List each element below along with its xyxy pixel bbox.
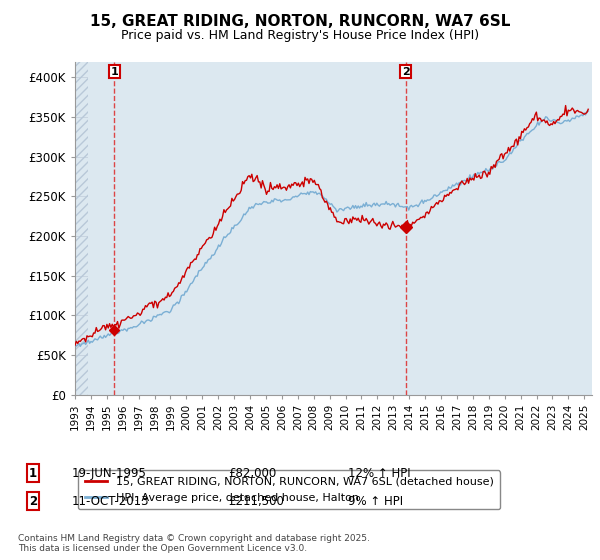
Text: Contains HM Land Registry data © Crown copyright and database right 2025.
This d: Contains HM Land Registry data © Crown c… — [18, 534, 370, 553]
Text: 1: 1 — [110, 67, 118, 77]
Text: £82,000: £82,000 — [228, 466, 276, 480]
Text: 2: 2 — [402, 67, 410, 77]
Text: 15, GREAT RIDING, NORTON, RUNCORN, WA7 6SL: 15, GREAT RIDING, NORTON, RUNCORN, WA7 6… — [90, 14, 510, 29]
Text: 11-OCT-2013: 11-OCT-2013 — [72, 494, 149, 508]
Text: 12% ↑ HPI: 12% ↑ HPI — [348, 466, 410, 480]
Text: 9% ↑ HPI: 9% ↑ HPI — [348, 494, 403, 508]
Text: £211,500: £211,500 — [228, 494, 284, 508]
Legend: 15, GREAT RIDING, NORTON, RUNCORN, WA7 6SL (detached house), HPI: Average price,: 15, GREAT RIDING, NORTON, RUNCORN, WA7 6… — [78, 470, 500, 509]
Text: Price paid vs. HM Land Registry's House Price Index (HPI): Price paid vs. HM Land Registry's House … — [121, 29, 479, 42]
Text: 1: 1 — [29, 466, 37, 480]
Text: 19-JUN-1995: 19-JUN-1995 — [72, 466, 147, 480]
Text: 2: 2 — [29, 494, 37, 508]
